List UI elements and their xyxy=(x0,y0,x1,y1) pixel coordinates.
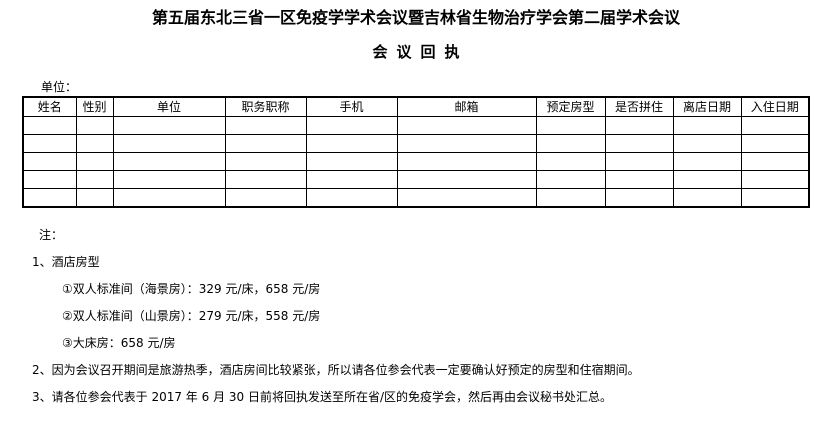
cell-phone[interactable] xyxy=(305,134,398,153)
table-row xyxy=(22,188,810,208)
cell-unit[interactable] xyxy=(112,116,226,135)
cell-share-room[interactable] xyxy=(604,188,674,208)
cell-checkout-date[interactable] xyxy=(672,134,742,153)
note-item-1-sub-2: ②双人标准间（山景房）：279 元/床，558 元/房 xyxy=(62,309,321,323)
cell-share-room[interactable] xyxy=(604,116,674,135)
cell-checkin-date[interactable] xyxy=(740,170,810,189)
notes-heading: 注： xyxy=(39,228,64,242)
column-header-title: 职务职称 xyxy=(224,96,307,117)
registration-table: 姓名 性别 单位 职务职称 手机 邮箱 预定房型 是否拼住 离店日期 入住日期 xyxy=(22,96,810,208)
cell-unit[interactable] xyxy=(112,134,226,153)
cell-title[interactable] xyxy=(224,134,307,153)
cell-share-room[interactable] xyxy=(604,134,674,153)
cell-share-room[interactable] xyxy=(604,152,674,171)
note-item-1-sub-1: ①双人标准间（海景房）：329 元/床，658 元/房 xyxy=(62,282,321,296)
cell-title[interactable] xyxy=(224,188,307,208)
page-title: 第五届东北三省一区免疫学学术会议暨吉林省生物治疗学会第二届学术会议 xyxy=(151,8,680,27)
note-item-3: 3、请各位参会代表于 2017 年 6 月 30 日前将回执发送至所在省/区的免… xyxy=(32,390,613,404)
note-item-1-sub-3: ③大床房：658 元/房 xyxy=(62,336,176,350)
cell-checkout-date[interactable] xyxy=(672,116,742,135)
page-subtitle: 会议回执 xyxy=(372,43,469,61)
column-header-phone: 手机 xyxy=(305,96,398,117)
cell-email[interactable] xyxy=(396,188,537,208)
cell-checkin-date[interactable] xyxy=(740,188,810,208)
cell-unit[interactable] xyxy=(112,170,226,189)
unit-field-label: 单位： xyxy=(41,80,78,94)
cell-checkout-date[interactable] xyxy=(672,170,742,189)
column-header-checkout-date: 离店日期 xyxy=(672,96,742,117)
notes-section: 注： 1、酒店房型 ①双人标准间（海景房）：329 元/床，658 元/房 ②双… xyxy=(0,222,832,411)
cell-email[interactable] xyxy=(396,134,537,153)
cell-room-type[interactable] xyxy=(535,152,606,171)
cell-phone[interactable] xyxy=(305,170,398,189)
column-header-name: 姓名 xyxy=(22,96,77,117)
cell-phone[interactable] xyxy=(305,116,398,135)
cell-unit[interactable] xyxy=(112,188,226,208)
cell-checkin-date[interactable] xyxy=(740,152,810,171)
column-header-room-type: 预定房型 xyxy=(535,96,606,117)
cell-checkout-date[interactable] xyxy=(672,188,742,208)
cell-gender[interactable] xyxy=(75,116,114,135)
cell-name[interactable] xyxy=(22,116,77,135)
cell-email[interactable] xyxy=(396,152,537,171)
cell-checkin-date[interactable] xyxy=(740,116,810,135)
cell-name[interactable] xyxy=(22,134,77,153)
table-header-row: 姓名 性别 单位 职务职称 手机 邮箱 预定房型 是否拼住 离店日期 入住日期 xyxy=(22,96,810,117)
column-header-gender: 性别 xyxy=(75,96,114,117)
cell-email[interactable] xyxy=(396,170,537,189)
cell-title[interactable] xyxy=(224,170,307,189)
cell-room-type[interactable] xyxy=(535,116,606,135)
table-row xyxy=(22,116,810,135)
column-header-share-room: 是否拼住 xyxy=(604,96,674,117)
cell-room-type[interactable] xyxy=(535,170,606,189)
table-row xyxy=(22,134,810,153)
cell-gender[interactable] xyxy=(75,152,114,171)
cell-checkout-date[interactable] xyxy=(672,152,742,171)
cell-room-type[interactable] xyxy=(535,134,606,153)
cell-name[interactable] xyxy=(22,152,77,171)
cell-share-room[interactable] xyxy=(604,170,674,189)
column-header-unit: 单位 xyxy=(112,96,226,117)
table-row xyxy=(22,170,810,189)
note-item-2: 2、因为会议召开期间是旅游热季，酒店房间比较紧张，所以请各位参会代表一定要确认好… xyxy=(32,363,640,377)
cell-title[interactable] xyxy=(224,152,307,171)
cell-gender[interactable] xyxy=(75,188,114,208)
cell-gender[interactable] xyxy=(75,170,114,189)
cell-name[interactable] xyxy=(22,188,77,208)
note-item-1: 1、酒店房型 xyxy=(32,255,100,269)
cell-checkin-date[interactable] xyxy=(740,134,810,153)
column-header-email: 邮箱 xyxy=(396,96,537,117)
column-header-checkin-date: 入住日期 xyxy=(740,96,810,117)
cell-phone[interactable] xyxy=(305,152,398,171)
cell-unit[interactable] xyxy=(112,152,226,171)
cell-gender[interactable] xyxy=(75,134,114,153)
table-row xyxy=(22,152,810,171)
cell-email[interactable] xyxy=(396,116,537,135)
cell-room-type[interactable] xyxy=(535,188,606,208)
cell-name[interactable] xyxy=(22,170,77,189)
cell-phone[interactable] xyxy=(305,188,398,208)
cell-title[interactable] xyxy=(224,116,307,135)
